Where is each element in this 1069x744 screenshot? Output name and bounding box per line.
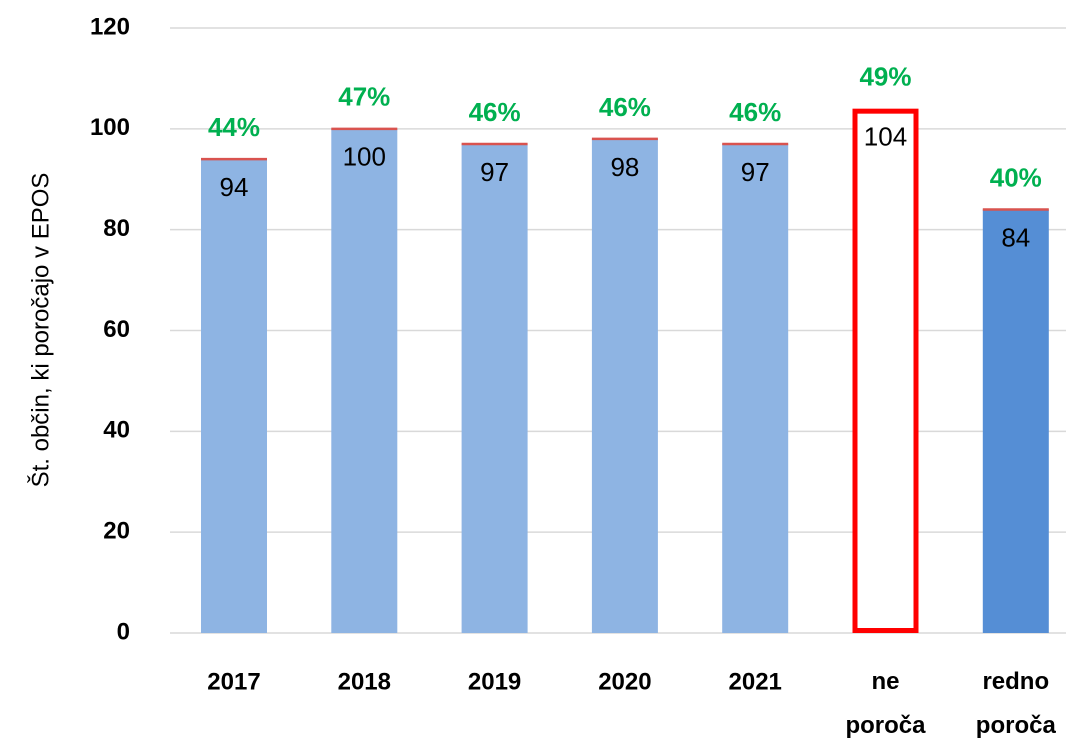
value-label: 104 [864,122,907,152]
share-label: 46% [599,92,651,122]
x-tick-label: ne poroča [845,668,926,739]
share-label: 49% [859,62,911,92]
bar [201,159,267,634]
y-tick-label: 100 [90,114,130,141]
share-label: 46% [469,97,521,127]
value-label: 100 [343,142,386,172]
bar [591,138,658,633]
y-tick-label: 40 [103,417,130,444]
value-label: 97 [480,157,509,187]
y-tick-label: 80 [103,215,130,242]
share-label: 40% [990,162,1042,192]
value-label: 94 [220,172,249,202]
y-tick-label: 120 [90,13,130,40]
y-tick-label: 60 [103,316,130,343]
value-label: 84 [1001,222,1030,252]
share-label: 47% [338,82,390,112]
share-label: 44% [208,112,260,142]
share-label: 46% [729,97,781,127]
bar [852,108,919,633]
value-label: 97 [741,157,770,187]
x-tick-label: 2020 [598,668,651,695]
y-axis-title: Št. občin, ki poročajo v EPOS [26,173,54,488]
bar [982,209,1049,633]
bar [722,143,789,634]
x-tick-label: 2021 [729,668,782,695]
x-tick-label: 2017 [207,668,260,695]
bar [331,128,398,634]
x-tick-label: 2019 [468,668,521,695]
y-tick-label: 20 [103,518,130,545]
y-tick-label: 0 [117,618,130,645]
x-tick-label: redno poroča [976,668,1057,739]
value-label: 98 [610,152,639,182]
bar [461,143,528,634]
x-tick-label: 2018 [338,668,391,695]
